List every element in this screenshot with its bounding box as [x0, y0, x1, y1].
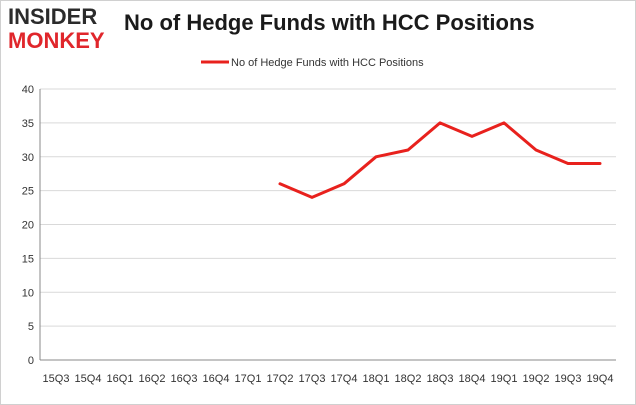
- x-tick-label-18Q4: 18Q4: [459, 373, 486, 385]
- axes: [39, 89, 616, 361]
- y-tick-label-30: 30: [22, 152, 34, 164]
- x-tick-label-18Q2: 18Q2: [395, 373, 422, 385]
- legend: No of Hedge Funds with HCC Positions: [201, 57, 424, 69]
- x-tick-label-19Q4: 19Q4: [587, 373, 614, 385]
- insider-monkey-logo: INSIDER MONKEY: [8, 6, 112, 52]
- x-tick-label-17Q4: 17Q4: [331, 373, 358, 385]
- y-tick-label-25: 25: [22, 186, 34, 198]
- y-tick-label-5: 5: [28, 321, 34, 333]
- x-axis-ticks: 15Q3 15Q4 16Q1 16Q2 16Q3 16Q4 17Q1 17Q2 17Q3 17Q4…: [43, 373, 614, 385]
- x-tick-label-15Q4: 15Q4: [75, 373, 102, 385]
- y-tick-label-0: 0: [28, 355, 34, 367]
- logo-text-insider: INSIDER: [8, 4, 98, 29]
- legend-label: No of Hedge Funds with HCC Positions: [231, 57, 424, 69]
- y-tick-label-20: 20: [22, 220, 34, 232]
- y-tick-label-35: 35: [22, 118, 34, 130]
- x-tick-label-16Q3: 16Q3: [171, 373, 198, 385]
- series-group: [278, 121, 602, 199]
- x-tick-label-16Q4: 16Q4: [203, 373, 230, 385]
- x-tick-label-18Q3: 18Q3: [427, 373, 454, 385]
- y-tick-label-10: 10: [22, 287, 34, 299]
- y-tick-label-40: 40: [22, 84, 34, 96]
- x-tick-label-16Q2: 16Q2: [139, 373, 166, 385]
- x-tick-label-17Q2: 17Q2: [267, 373, 294, 385]
- chart-title: No of Hedge Funds with HCC Positions: [124, 10, 535, 35]
- x-tick-label-16Q1: 16Q1: [107, 373, 134, 385]
- x-tick-label-19Q1: 19Q1: [491, 373, 518, 385]
- grid-lines: [40, 88, 616, 361]
- x-tick-label-17Q3: 17Q3: [299, 373, 326, 385]
- x-tick-label-15Q3: 15Q3: [43, 373, 70, 385]
- x-tick-label-17Q1: 17Q1: [235, 373, 262, 385]
- logo-text-monkey: MONKEY: [8, 28, 105, 53]
- y-tick-label-15: 15: [22, 253, 34, 265]
- series-line-0: [278, 121, 602, 199]
- x-tick-label-19Q2: 19Q2: [523, 373, 550, 385]
- x-tick-label-18Q1: 18Q1: [363, 373, 390, 385]
- y-axis-ticks: 0 5 10 15 20 25 30 35 40: [22, 84, 34, 367]
- x-tick-label-19Q3: 19Q3: [555, 373, 582, 385]
